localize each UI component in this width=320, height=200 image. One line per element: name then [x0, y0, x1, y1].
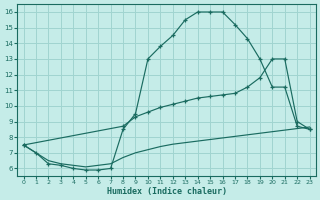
X-axis label: Humidex (Indice chaleur): Humidex (Indice chaleur): [107, 187, 227, 196]
